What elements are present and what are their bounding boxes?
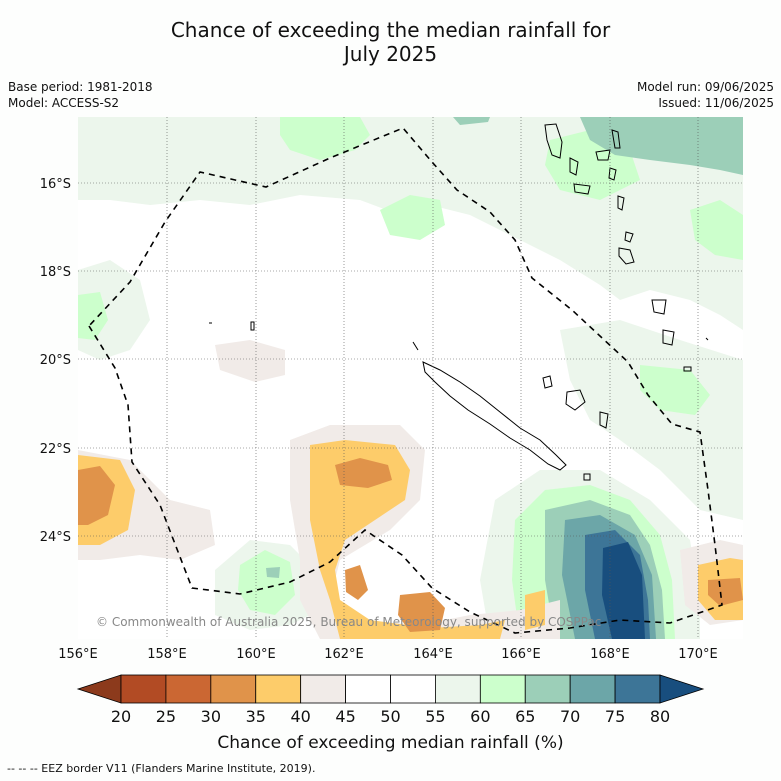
lon-tick-162e: 162°E xyxy=(324,647,364,662)
colorbar-segment xyxy=(435,674,481,704)
lon-tick-labels: 156°E 158°E 160°E 162°E 164°E 166°E 168°… xyxy=(58,647,718,662)
region-65-70-small xyxy=(453,117,490,125)
lat-tick-18s: 18°S xyxy=(40,265,71,280)
lat-tick-24s: 24°S xyxy=(40,530,71,545)
colorbar-segment xyxy=(345,674,391,704)
colorbar-extend-low xyxy=(76,674,122,704)
lon-tick-156e: 156°E xyxy=(58,647,98,662)
region-60-65-4 xyxy=(690,200,743,260)
loyalty-islands xyxy=(542,375,609,429)
colorbar-tick-label: 35 xyxy=(246,707,266,726)
colorbar-segment xyxy=(569,674,616,704)
region-30-35-west xyxy=(78,466,115,525)
region-35-40-small xyxy=(525,590,545,630)
eez-legend-footer: -- -- -- EEZ border V11 (Flanders Marine… xyxy=(7,762,316,775)
eez-border xyxy=(88,127,723,634)
colorbar-tick-label: 60 xyxy=(470,707,490,726)
colorbar-tick-label: 65 xyxy=(515,707,535,726)
region-65-70-dot xyxy=(266,567,280,578)
region-35-40-center xyxy=(310,440,505,639)
region-60-65-6 xyxy=(78,292,108,340)
lon-tick-166e: 166°E xyxy=(501,647,541,662)
lat-tick-labels: 16°S 18°S 20°S 22°S 24°S xyxy=(40,177,71,545)
meta-left: Base period: 1981-2018 Model: ACCESS-S2 xyxy=(8,79,153,111)
region-40-45-small xyxy=(215,340,285,382)
colorbar-segment xyxy=(165,674,212,704)
colorbar-tick-label: 50 xyxy=(380,707,400,726)
colorbar-tick-label: 80 xyxy=(650,707,670,726)
region-60-65-8 xyxy=(238,550,295,615)
region-30-35-east xyxy=(708,578,743,606)
colorbar-tick-label: 70 xyxy=(560,707,580,726)
title-line-2: July 2025 xyxy=(343,42,438,66)
region-above-80 xyxy=(602,542,645,639)
lon-tick-168e: 168°E xyxy=(590,647,630,662)
colorbar-tick-label: 25 xyxy=(156,707,176,726)
map-title: Chance of exceeding the median rainfall … xyxy=(0,18,781,66)
colorbar-tick-label: 20 xyxy=(111,707,131,726)
region-55-60-east xyxy=(560,320,743,520)
lon-gridlines xyxy=(166,117,699,639)
model-name: Model: ACCESS-S2 xyxy=(8,96,120,110)
region-65-70-northeast xyxy=(580,117,743,175)
lat-tick-20s: 20°S xyxy=(40,353,71,368)
vanuatu-islands xyxy=(544,123,675,346)
title-line-1: Chance of exceeding the median rainfall … xyxy=(170,18,611,42)
lon-tick-164e: 164°E xyxy=(413,647,453,662)
colorbar-tick-label: 55 xyxy=(425,707,445,726)
colorbar-segment xyxy=(390,674,436,704)
colorbar-tick-label: 40 xyxy=(290,707,310,726)
model-run: Model run: 09/06/2025 xyxy=(636,80,774,94)
colorbar-segment xyxy=(120,674,167,704)
base-period: Base period: 1981-2018 xyxy=(8,80,153,94)
issued-date: Issued: 11/06/2025 xyxy=(658,96,774,110)
colorbar-extend-high xyxy=(659,674,705,704)
region-60-65-5 xyxy=(640,365,710,415)
colorbar-tick-label: 45 xyxy=(335,707,355,726)
colorbar-segment xyxy=(210,674,257,704)
lon-tick-170e: 170°E xyxy=(678,647,718,662)
lon-tick-160e: 160°E xyxy=(236,647,276,662)
new-caledonia-island xyxy=(422,361,567,471)
probability-field: © Commonwealth of Australia 2025, Bureau… xyxy=(78,117,743,639)
colorbar-tick-label: 75 xyxy=(605,707,625,726)
colorbar-label: Chance of exceeding median rainfall (%) xyxy=(217,733,564,753)
region-30-35-center xyxy=(335,458,392,488)
region-30-35-south xyxy=(345,565,445,632)
colorbar-segment xyxy=(479,674,526,704)
meta-right: Model run: 09/06/2025 Issued: 11/06/2025 xyxy=(637,79,774,111)
lat-tick-16s: 16°S xyxy=(40,177,71,192)
colorbar-tick-label: 30 xyxy=(201,707,221,726)
colorbar-segment xyxy=(614,674,661,704)
colorbar-segment xyxy=(255,674,302,704)
region-60-65-2 xyxy=(380,195,445,240)
copyright-text: © Commonwealth of Australia 2025, Bureau… xyxy=(96,615,601,629)
colorbar: 20 25 30 35 40 45 50 55 60 65 70 75 80 xyxy=(76,674,705,726)
small-island-marks xyxy=(209,321,709,481)
region-60-65-1 xyxy=(280,117,370,160)
lon-tick-158e: 158°E xyxy=(147,647,187,662)
colorbar-segment xyxy=(524,674,571,704)
lat-tick-22s: 22°S xyxy=(40,442,71,457)
colorbar-segment xyxy=(300,674,346,704)
